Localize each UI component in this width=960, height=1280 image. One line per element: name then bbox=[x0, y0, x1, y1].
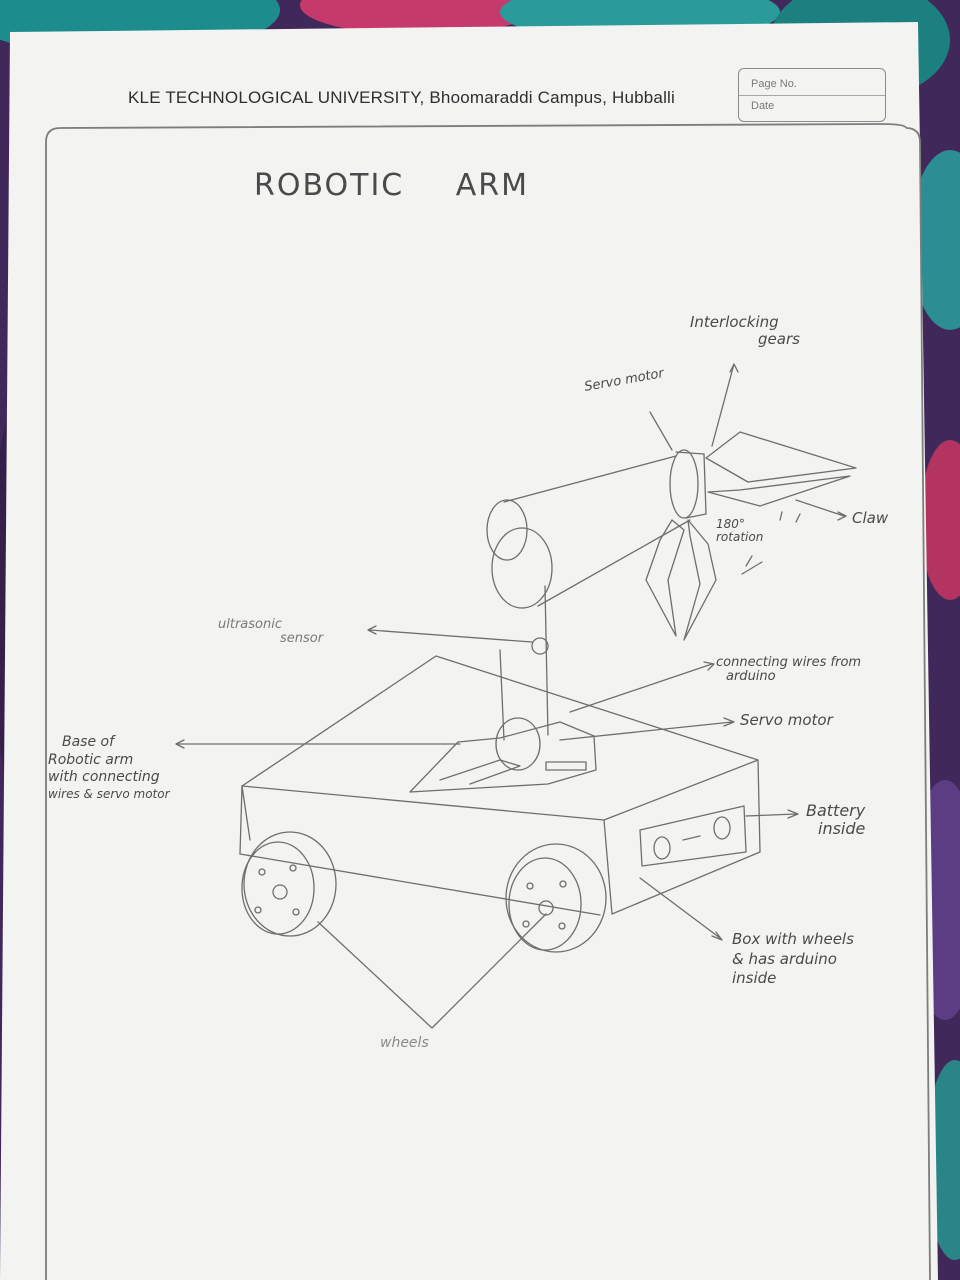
drawing-title: ROBOTIC ARM bbox=[254, 168, 530, 203]
leader-battery bbox=[745, 809, 799, 819]
arm-horizontal bbox=[503, 455, 691, 607]
label-wheels: wheels bbox=[380, 1035, 429, 1051]
label-connecting-wires: connecting wires from arduino bbox=[716, 655, 862, 685]
label-rotation: 180° rotation bbox=[716, 517, 764, 545]
label-claw: Claw bbox=[852, 509, 889, 527]
box-left-face bbox=[239, 785, 601, 916]
label-interlocking-gears: Interlocking gears bbox=[690, 313, 800, 348]
elbow-joint bbox=[491, 527, 553, 609]
label-battery: Battery inside bbox=[806, 801, 866, 838]
label-servo-motor-base: Servo motor bbox=[740, 711, 833, 729]
battery-panel bbox=[639, 805, 747, 867]
servo-base bbox=[495, 717, 541, 771]
leader-wires bbox=[569, 661, 715, 713]
label-ultrasonic-sensor: ultrasonic sensor bbox=[218, 617, 324, 647]
page-date-box: Page No. Date bbox=[738, 68, 886, 122]
wheel-left bbox=[241, 831, 337, 937]
leader-ultrasonic bbox=[367, 625, 533, 643]
label-base-of-arm: Base of Robotic arm with connecting wire… bbox=[48, 734, 170, 801]
page-no-label: Page No. bbox=[751, 78, 797, 90]
leader-wheels bbox=[317, 913, 547, 1029]
box-front-face bbox=[239, 759, 761, 915]
gear-joint bbox=[669, 449, 699, 519]
leader-gears bbox=[711, 363, 739, 447]
leader-servo-base bbox=[559, 717, 735, 741]
leader-base bbox=[175, 739, 461, 749]
leader-servo-top bbox=[649, 411, 673, 451]
university-header: KLE TECHNOLOGICAL UNIVERSITY, Bhoomaradd… bbox=[128, 88, 676, 107]
leader-box bbox=[639, 877, 723, 941]
arm-base bbox=[409, 721, 597, 793]
arm-upright bbox=[499, 585, 549, 741]
ultrasonic-sensor-sketch bbox=[531, 637, 549, 655]
date-label: Date bbox=[751, 100, 775, 112]
claw-lower bbox=[645, 519, 717, 641]
label-box: Box with wheels & has arduino inside bbox=[732, 930, 854, 987]
leader-claw bbox=[795, 499, 847, 521]
wheel-right bbox=[505, 843, 607, 953]
claw-upper bbox=[705, 431, 857, 507]
